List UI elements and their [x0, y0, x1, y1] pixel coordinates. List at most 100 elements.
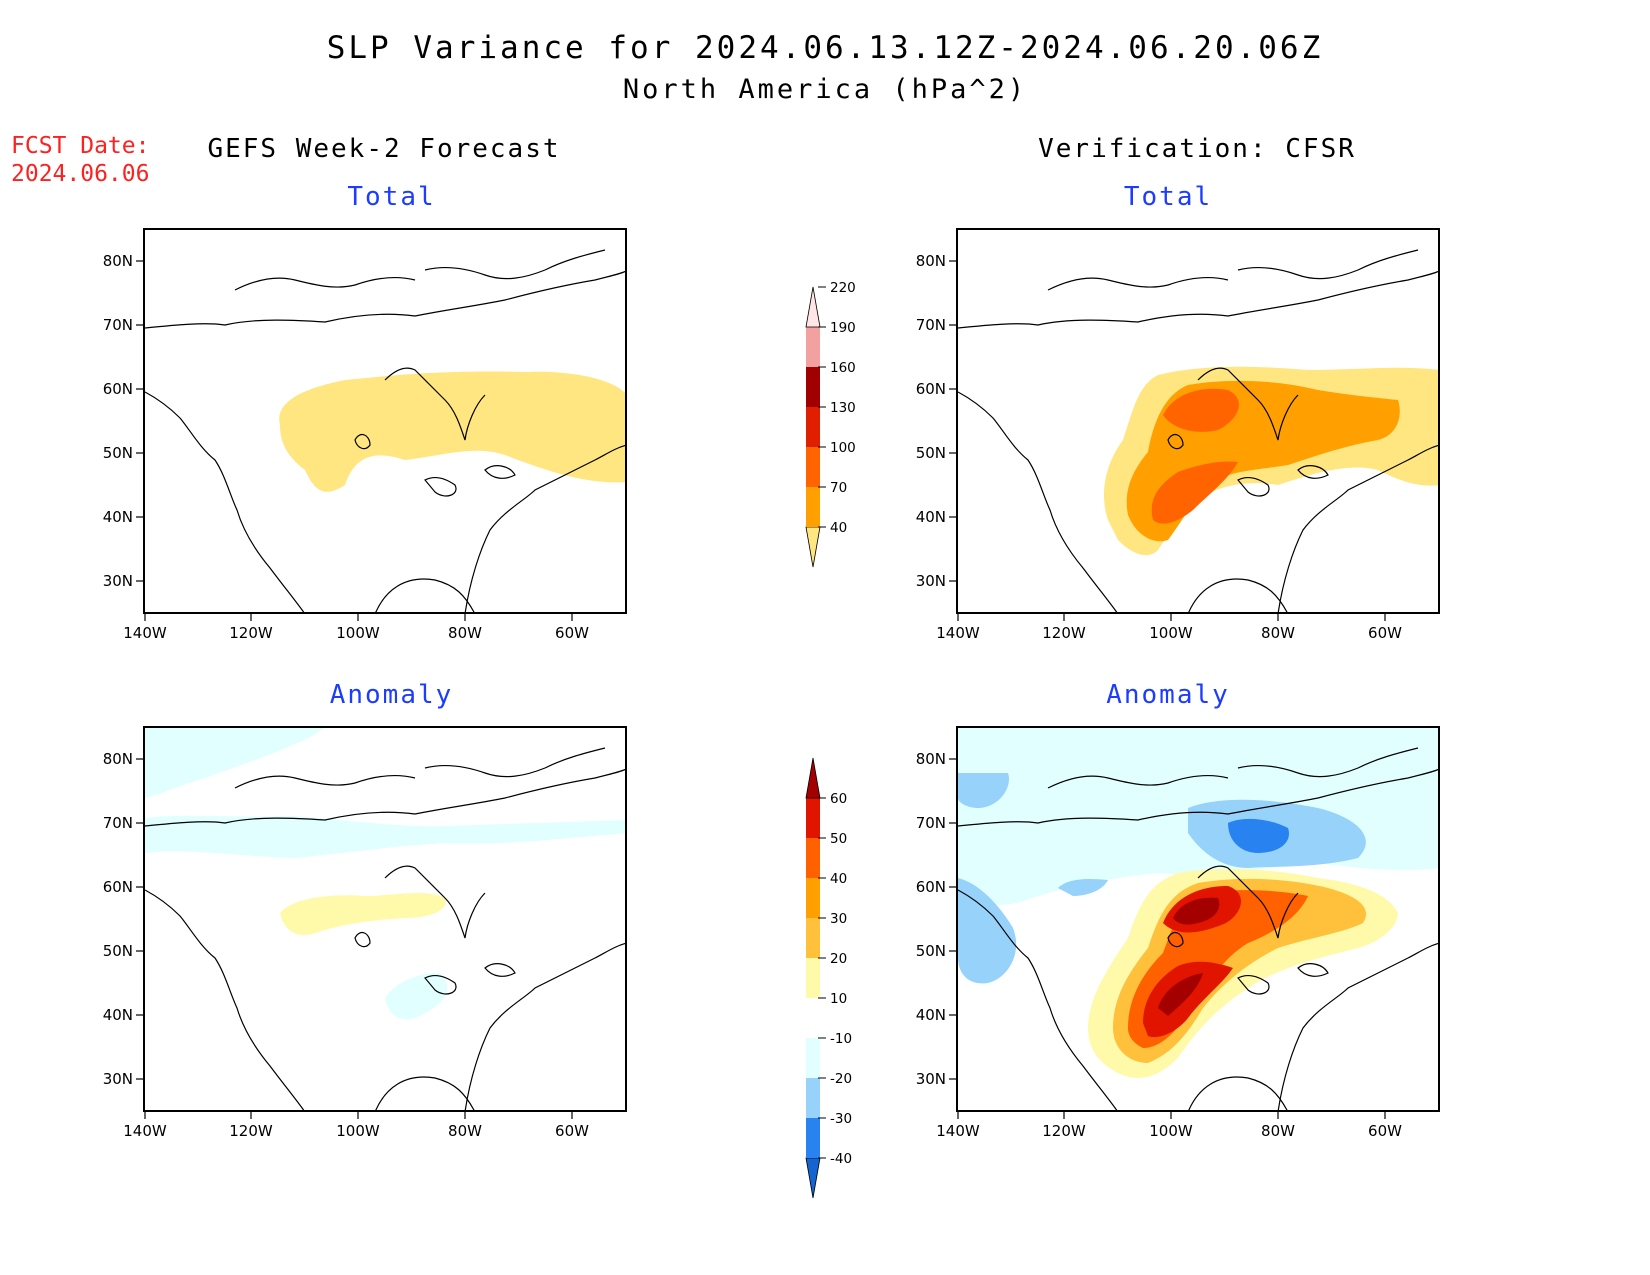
- map-forecast-anomaly: [143, 726, 627, 1112]
- lat-tick-label: 40N: [916, 508, 946, 526]
- lat-tick-label: 50N: [916, 942, 946, 960]
- lon-tick-label: 80W: [1261, 624, 1295, 642]
- lat-tick-label: 30N: [916, 572, 946, 590]
- colorbar-label: 50: [830, 831, 847, 847]
- lon-tick-label: 100W: [1149, 1122, 1193, 1140]
- lat-tick-label: 40N: [916, 1006, 946, 1024]
- colorbar-label: -10: [830, 1031, 852, 1047]
- lon-tick-label: 60W: [555, 624, 589, 642]
- fcst-date-label: FCST Date:: [11, 133, 150, 159]
- lat-tick-label: 30N: [103, 572, 133, 590]
- lon-tick-label: 60W: [1368, 624, 1402, 642]
- colorbar-segment: [806, 487, 820, 527]
- colorbar-label: 40: [830, 871, 847, 887]
- lat-tick-label: 80N: [103, 750, 133, 768]
- lat-tick-label: 60N: [103, 380, 133, 398]
- colorbar-segment: [806, 447, 820, 487]
- lat-tick-label: 50N: [103, 942, 133, 960]
- colorbar-label: 20: [830, 951, 847, 967]
- colorbar-segment: [806, 367, 820, 407]
- colorbar-segment: [806, 838, 820, 878]
- lat-tick-label: 70N: [103, 814, 133, 832]
- colorbar-label: 220: [830, 280, 856, 296]
- lat-tick-label: 70N: [916, 316, 946, 334]
- panel-title-verification-anomaly: Anomaly: [1106, 680, 1230, 710]
- shading-verification-anomaly: [958, 728, 1438, 1078]
- lon-tick-label: 60W: [555, 1122, 589, 1140]
- colorbar-segment: [806, 878, 820, 918]
- map-forecast-total: [143, 228, 627, 614]
- lon-tick-label: 120W: [229, 624, 273, 642]
- colorbar-segment: [806, 798, 820, 838]
- shading-verification-total: [1103, 366, 1438, 556]
- coastline-verification-anomaly: [958, 747, 1438, 1110]
- chart-title: SLP Variance for 2024.06.13.12Z-2024.06.…: [326, 30, 1324, 66]
- chart-subtitle: North America (hPa^2): [622, 74, 1028, 105]
- lon-tick-label: 140W: [936, 624, 980, 642]
- colorbar-label: 10: [830, 991, 847, 1007]
- fcst-date-value: 2024.06.06: [11, 161, 150, 187]
- panel-title-verification-total: Total: [1123, 182, 1213, 212]
- lat-tick-label: 50N: [103, 444, 133, 462]
- lon-tick-label: 100W: [336, 1122, 380, 1140]
- lon-tick-label: 80W: [448, 624, 482, 642]
- colorbar-label: 70: [830, 480, 847, 496]
- colorbar-label: -40: [830, 1151, 852, 1167]
- colorbar-segment: [806, 1118, 820, 1158]
- colorbar-segment: [805, 526, 821, 568]
- map-verification-total: [956, 228, 1440, 614]
- lat-tick-label: 80N: [916, 750, 946, 768]
- lat-tick-label: 30N: [103, 1070, 133, 1088]
- colorbar-segment: [806, 918, 820, 958]
- colorbar-segment: [805, 757, 821, 799]
- colorbar-segment: [806, 1078, 820, 1118]
- lat-tick-label: 60N: [916, 380, 946, 398]
- column-heading-forecast: GEFS Week-2 Forecast: [207, 134, 561, 164]
- lon-tick-label: 120W: [1042, 1122, 1086, 1140]
- lon-tick-label: 120W: [229, 1122, 273, 1140]
- colorbar-label: 100: [830, 440, 856, 456]
- colorbar-label: 60: [830, 791, 847, 807]
- coastline-forecast-anomaly: [145, 747, 625, 1110]
- colorbar-segment: [806, 998, 820, 1038]
- lon-tick-label: 80W: [448, 1122, 482, 1140]
- lon-tick-label: 100W: [336, 624, 380, 642]
- lon-tick-label: 120W: [1042, 624, 1086, 642]
- column-heading-verification: Verification: CFSR: [1038, 134, 1356, 164]
- colorbar-label: 130: [830, 400, 856, 416]
- lat-tick-label: 40N: [103, 508, 133, 526]
- colorbar-segment: [806, 958, 820, 998]
- coastline-verification-total: [958, 249, 1438, 612]
- lat-tick-label: 60N: [916, 878, 946, 896]
- lat-tick-label: 70N: [103, 316, 133, 334]
- colorbar-segment: [806, 327, 820, 367]
- lat-tick-label: 80N: [103, 252, 133, 270]
- shading-forecast-anomaly: [145, 728, 625, 1020]
- lat-tick-label: 70N: [916, 814, 946, 832]
- colorbar-label: -20: [830, 1071, 852, 1087]
- colorbar-segment: [806, 1038, 820, 1078]
- panel-title-forecast-anomaly: Anomaly: [329, 680, 454, 710]
- colorbar-segment: [805, 286, 821, 328]
- lon-tick-label: 140W: [123, 624, 167, 642]
- map-verification-anomaly: [956, 726, 1440, 1112]
- lat-tick-label: 50N: [916, 444, 946, 462]
- lon-tick-label: 140W: [123, 1122, 167, 1140]
- lon-tick-label: 80W: [1261, 1122, 1295, 1140]
- lat-tick-label: 80N: [916, 252, 946, 270]
- colorbar-label: -30: [830, 1111, 852, 1127]
- colorbar-label: 160: [830, 360, 856, 376]
- panel-title-forecast-total: Total: [347, 182, 436, 212]
- coastline-forecast-total: [145, 249, 625, 612]
- shading-forecast-total: [279, 371, 625, 492]
- lon-tick-label: 60W: [1368, 1122, 1402, 1140]
- lon-tick-label: 140W: [936, 1122, 980, 1140]
- lat-tick-label: 60N: [103, 878, 133, 896]
- colorbar-segment: [806, 407, 820, 447]
- colorbar-label: 190: [830, 320, 856, 336]
- lat-tick-label: 40N: [103, 1006, 133, 1024]
- colorbar-label: 40: [830, 520, 847, 536]
- colorbar-label: 30: [830, 911, 847, 927]
